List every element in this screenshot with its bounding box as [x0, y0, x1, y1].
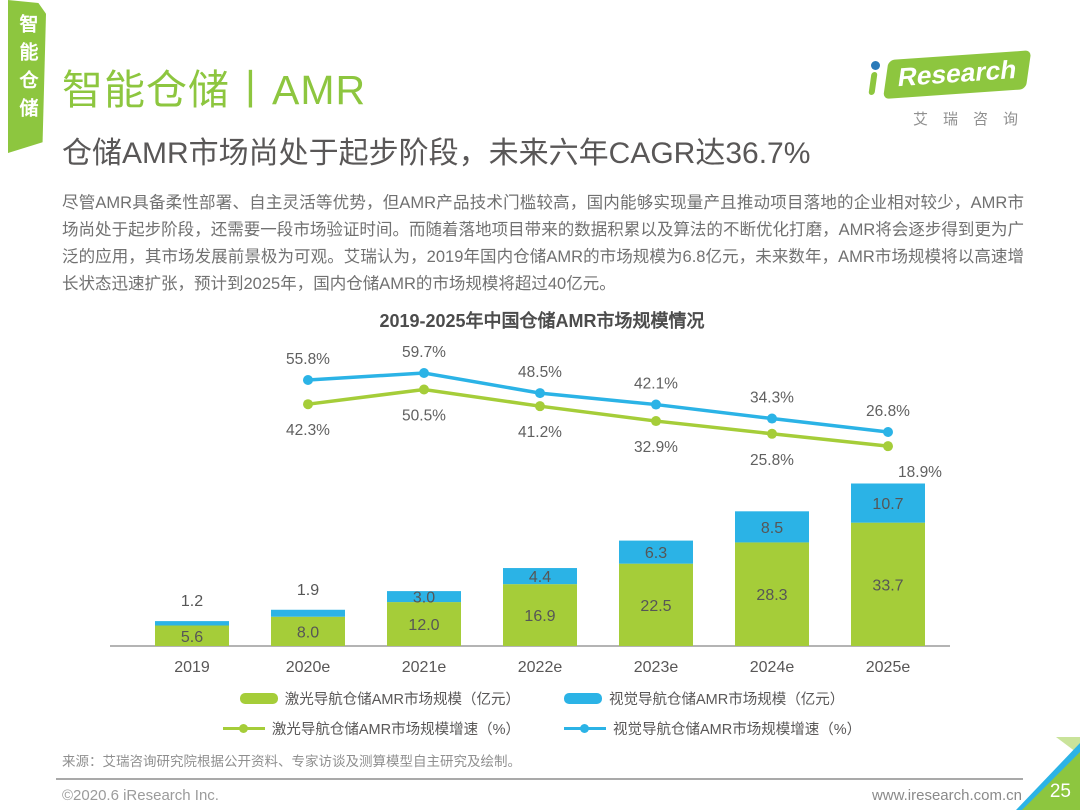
bar-segment-laser-2019	[155, 625, 229, 646]
legend-bar-swatch-icon	[564, 693, 602, 704]
bar-segment-vision-2020e	[271, 609, 345, 617]
x-axis-label-2021e: 2021e	[402, 659, 447, 676]
bar-value-vision-2024e: 8.5	[761, 520, 783, 537]
corner-ribbon	[1016, 737, 1080, 810]
bar-segment-vision-2023e	[619, 540, 693, 564]
x-axis-label-2020e: 2020e	[286, 659, 331, 676]
legend-label: 视觉导航仓储AMR市场规模增速（%）	[613, 722, 862, 738]
growth-rate-label: 32.9%	[634, 439, 678, 456]
bar-value-laser-2019: 5.6	[181, 629, 203, 646]
growth-rate-label: 34.3%	[750, 390, 794, 407]
x-axis-label-2025e: 2025e	[866, 659, 911, 676]
logo-stem-icon	[868, 72, 878, 95]
growth-line-point	[535, 401, 545, 412]
chart-title: 2019-2025年中国仓储AMR市场规模情况	[379, 311, 705, 331]
growth-line-point	[767, 413, 777, 424]
growth-line-point	[303, 374, 313, 385]
legend-label: 激光导航仓储AMR市场规模增速（%）	[271, 722, 520, 738]
footer-website: www.iresearch.com.cn	[871, 787, 1022, 804]
legend-item: 激光导航仓储AMR市场规模增速（%）	[222, 718, 520, 739]
growth-rate-label: 25.8%	[750, 452, 794, 469]
growth-line-point	[419, 368, 429, 378]
growth-line-point	[419, 384, 429, 395]
bar-segment-laser-2020e	[271, 616, 345, 646]
x-axis-label-2023e: 2023e	[634, 659, 679, 676]
ribbon-green-triangle	[1022, 752, 1080, 810]
growth-line-point	[651, 416, 661, 427]
bar-segment-laser-2022e	[503, 584, 577, 646]
bar-segment-laser-2023e	[619, 563, 693, 646]
body-paragraph: 尽管AMR具备柔性部署、自主灵活等优势，但AMR产品技术门槛较高，国内能够实现量…	[62, 194, 1024, 293]
bar-segment-laser-2021e	[387, 602, 461, 646]
growth-line-point	[303, 399, 313, 410]
x-axis-label-2022e: 2022e	[518, 659, 563, 676]
bar-value-vision-2023e: 6.3	[645, 545, 667, 562]
bar-value-laser-2020e: 8.0	[297, 624, 319, 641]
bar-segment-vision-2024e	[735, 511, 809, 543]
legend-line-swatch-icon	[222, 723, 265, 734]
growth-rate-label: 50.5%	[402, 407, 446, 424]
legend-line-swatch-icon	[564, 723, 606, 734]
legend-item: 视觉导航仓储AMR市场规模增速（%）	[564, 718, 861, 739]
page-number: 25	[1049, 781, 1071, 802]
logo-research-text: Research	[882, 50, 1032, 99]
growth-line-point	[535, 388, 545, 399]
logo-dot-icon	[870, 61, 880, 70]
ribbon-blue-stripe	[1016, 743, 1080, 810]
footer-copyright: ©2020.6 iResearch Inc.	[62, 787, 219, 804]
growth-rate-label: 41.2%	[518, 424, 562, 441]
bar-segment-laser-2025e	[851, 522, 925, 646]
legend-bar-swatch-icon	[239, 693, 278, 704]
growth-rate-label: 18.9%	[898, 464, 942, 481]
growth-rate-label: 42.1%	[634, 376, 678, 393]
bar-value-laser-2025e: 33.7	[872, 577, 903, 594]
legend-label: 激光导航仓储AMR市场规模（亿元）	[284, 692, 520, 708]
growth-line-point	[883, 441, 893, 452]
growth-line-point	[883, 426, 893, 437]
bar-segment-vision-2022e	[503, 568, 577, 585]
iresearch-logo: Research 艾瑞咨询	[854, 50, 1032, 129]
legend-row: 激光导航仓储AMR市场规模（亿元） 视觉导航仓储AMR市场规模（亿元）	[62, 688, 1022, 709]
footer-divider	[56, 778, 1023, 780]
legend-item: 视觉导航仓储AMR市场规模（亿元）	[564, 688, 844, 709]
headline: 仓储AMR市场尚处于起步阶段，未来六年CAGR达36.7%	[62, 137, 811, 170]
growth-rate-label: 48.5%	[518, 364, 562, 381]
logo-chinese-name: 艾瑞咨询	[912, 111, 1033, 128]
growth-line-point	[767, 428, 777, 439]
bar-segment-laser-2024e	[735, 542, 809, 646]
legend-item: 激光导航仓储AMR市场规模（亿元）	[239, 688, 520, 709]
bar-value-vision-2022e: 4.4	[529, 569, 551, 586]
growth-line-1	[307, 371, 889, 434]
bar-segment-vision-2025e	[851, 483, 925, 523]
bar-value-laser-2021e: 12.0	[408, 617, 439, 634]
bar-value-vision-2025e: 10.7	[872, 496, 903, 513]
growth-line-0	[307, 387, 889, 448]
bar-value-laser-2023e: 22.5	[640, 598, 671, 615]
source-note: 来源：艾瑞咨询研究院根据公开资料、专家访谈及测算模型自主研究及绘制。	[62, 754, 521, 769]
chart-legend: 激光导航仓储AMR市场规模（亿元） 视觉导航仓储AMR市场规模（亿元） 激光导航仓储…	[62, 688, 1022, 748]
sidebar-tab-label: 智能仓储	[16, 14, 38, 126]
growth-rate-label: 26.8%	[866, 403, 910, 420]
x-axis-label-2024e: 2024e	[750, 659, 795, 676]
page-title: 智能仓储丨AMR	[62, 67, 367, 113]
growth-rate-label: 59.7%	[402, 344, 446, 361]
bar-value-laser-2024e: 28.3	[756, 587, 787, 604]
legend-row: 激光导航仓储AMR市场规模增速（%） 视觉导航仓储AMR市场规模增速（%）	[62, 718, 1022, 739]
bar-value-vision-2021e: 3.0	[413, 590, 435, 607]
sidebar-tab-smart-warehousing: 智能仓储	[8, 0, 46, 153]
legend-label: 视觉导航仓储AMR市场规模（亿元）	[609, 692, 845, 708]
iresearch-i-icon	[867, 59, 880, 99]
bar-value-laser-2022e: 16.9	[524, 608, 555, 625]
growth-line-point	[651, 399, 661, 410]
iresearch-logo-wordmark: Research	[854, 50, 1032, 99]
bar-segment-vision-2021e	[387, 591, 461, 603]
growth-rate-label: 42.3%	[286, 422, 330, 439]
bar-segment-vision-2019	[155, 621, 229, 626]
x-axis-label-2019: 2019	[174, 659, 210, 676]
growth-rate-label: 55.8%	[286, 351, 330, 368]
market-size-chart: 5.6 1.2 2019 8.0 1.9 2020e 12.0 3.0 2021e 16.9 4.4…	[110, 344, 950, 676]
bar-value-vision-2019: 1.2	[181, 593, 203, 610]
bar-value-vision-2020e: 1.9	[297, 582, 319, 599]
